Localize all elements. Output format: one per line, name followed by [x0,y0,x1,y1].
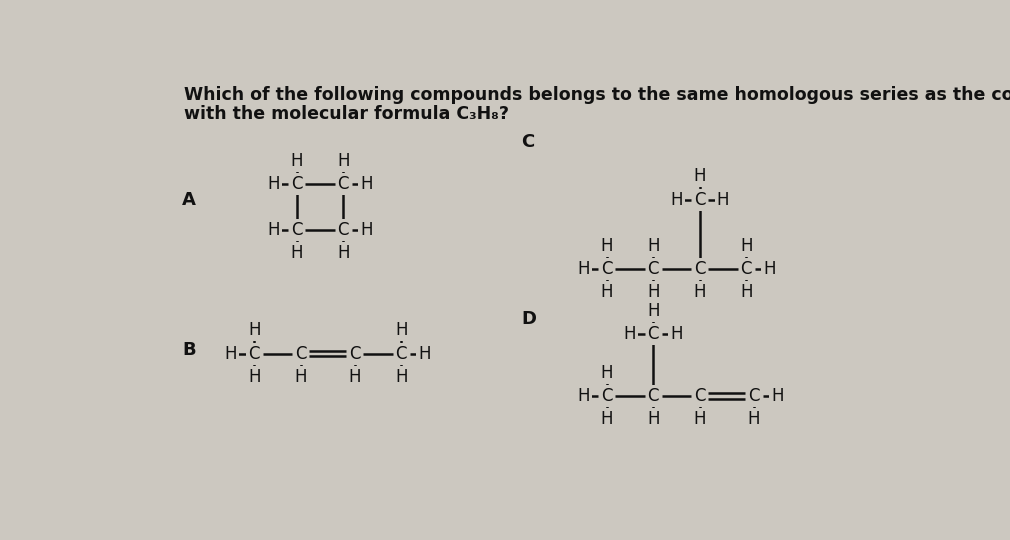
Text: H: H [671,325,683,343]
Text: H: H [578,387,590,405]
Text: H: H [671,191,683,208]
Text: H: H [247,321,261,340]
Text: H: H [694,283,706,301]
Text: C: C [694,387,706,405]
Text: C: C [349,345,361,362]
Text: H: H [224,345,237,362]
Text: H: H [337,245,349,262]
Text: C: C [248,345,260,362]
Text: H: H [624,325,636,343]
Text: H: H [361,221,373,239]
Text: H: H [395,321,408,340]
Text: C: C [740,260,752,278]
Text: C: C [647,325,659,343]
Text: C: C [337,175,349,193]
Text: C: C [601,260,612,278]
Text: A: A [182,191,196,208]
Text: H: H [717,191,729,208]
Text: H: H [740,283,752,301]
Text: H: H [348,368,362,386]
Text: C: C [694,260,706,278]
Text: D: D [521,310,536,328]
Text: H: H [291,245,303,262]
Text: C: C [337,221,349,239]
Text: H: H [647,237,660,255]
Text: H: H [740,237,752,255]
Text: H: H [247,368,261,386]
Text: H: H [647,410,660,428]
Text: H: H [268,221,280,239]
Text: C: C [291,175,303,193]
Text: H: H [601,237,613,255]
Text: H: H [361,175,373,193]
Text: C: C [601,387,612,405]
Text: H: H [647,283,660,301]
Text: C: C [694,191,706,208]
Text: C: C [748,387,760,405]
Text: with the molecular formula C₃H₈?: with the molecular formula C₃H₈? [185,105,509,123]
Text: B: B [182,341,196,359]
Text: C: C [647,387,659,405]
Text: H: H [291,152,303,170]
Text: C: C [521,133,534,151]
Text: H: H [268,175,280,193]
Text: H: H [578,260,590,278]
Text: H: H [337,152,349,170]
Text: H: H [294,368,307,386]
Text: C: C [647,260,659,278]
Text: H: H [601,283,613,301]
Text: H: H [395,368,408,386]
Text: H: H [601,410,613,428]
Text: C: C [396,345,407,362]
Text: H: H [601,364,613,382]
Text: H: H [694,410,706,428]
Text: Which of the following compounds belongs to the same homologous series as the co: Which of the following compounds belongs… [185,86,1010,104]
Text: C: C [291,221,303,239]
Text: H: H [647,302,660,320]
Text: H: H [694,167,706,185]
Text: H: H [747,410,761,428]
Text: H: H [418,345,431,362]
Text: H: H [764,260,776,278]
Text: H: H [771,387,784,405]
Text: C: C [295,345,306,362]
